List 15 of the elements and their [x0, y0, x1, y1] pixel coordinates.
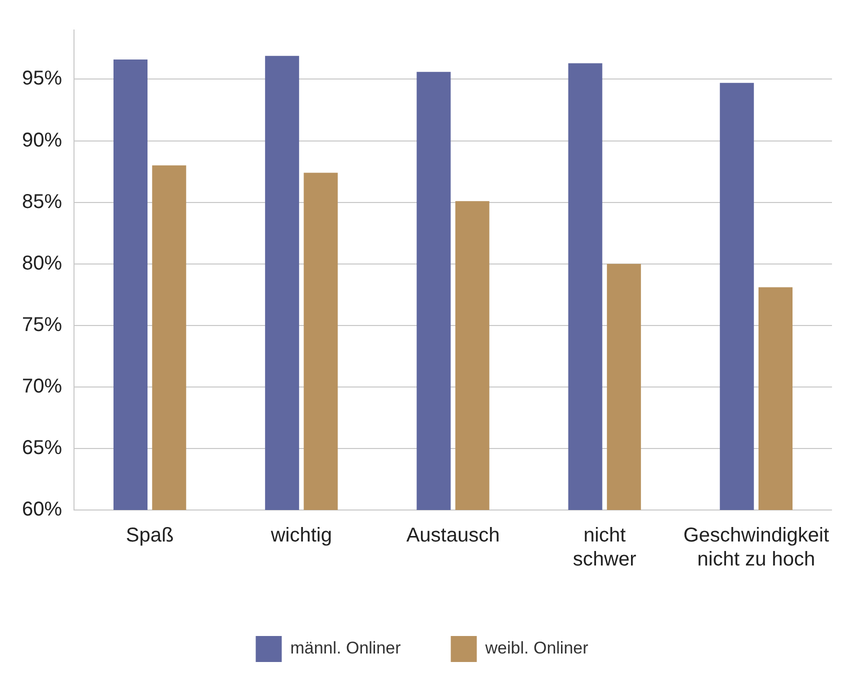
y-tick-label: 60%	[22, 498, 62, 521]
y-tick-label: 65%	[22, 436, 62, 459]
y-tick-label: 95%	[22, 68, 62, 90]
x-tick-label: nicht schwer	[572, 524, 637, 571]
legend-label: weibl. Onliner	[484, 638, 589, 658]
y-tick-label: 85%	[22, 190, 62, 213]
legend-label: männl. Onliner	[290, 638, 402, 658]
x-tick-label: Spaß	[126, 524, 174, 547]
x-tick-label: wichtig	[270, 524, 332, 547]
y-tick-label: 75%	[22, 314, 62, 336]
y-tick-label: 80%	[22, 252, 62, 274]
x-tick-label: Austausch	[406, 524, 500, 547]
y-tick-label: 70%	[22, 375, 62, 398]
x-tick-label: Geschwindigkeit nicht zu hoch	[683, 524, 830, 571]
y-tick-label: 90%	[22, 129, 62, 152]
